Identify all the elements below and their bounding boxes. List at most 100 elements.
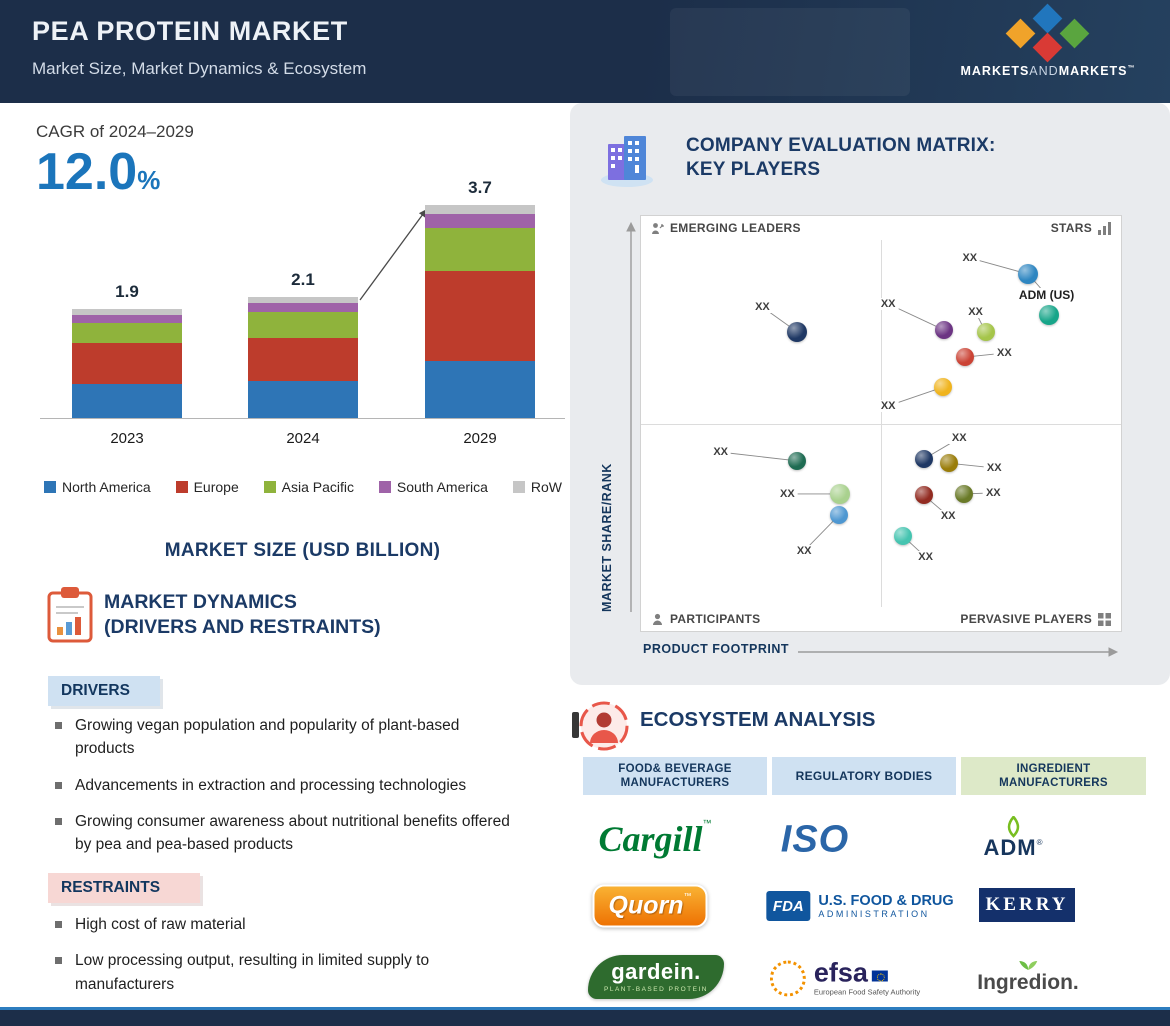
stars-bars-icon: [1098, 221, 1111, 235]
bubble-label: XX: [915, 551, 936, 564]
bar-chart-legend: North America Europe Asia Pacific South Ame…: [44, 479, 562, 495]
matrix-bubble: [933, 378, 952, 397]
bar-segment: [425, 271, 535, 361]
logo-kerry: KERRY: [979, 888, 1075, 922]
company-matrix-chart: EMERGING LEADERS STARS XX XX ADM (US) XX XX X…: [640, 215, 1122, 632]
matrix-bubble: [894, 527, 913, 546]
bar-segment: [248, 380, 358, 418]
bar-segment: [72, 343, 182, 384]
legend-item: South America: [378, 479, 488, 495]
stacked-bar-2024: [248, 297, 358, 418]
matrix-bubble: [787, 322, 808, 343]
bubble-label: XX: [877, 297, 899, 310]
logo-efsa: efsa European Food Safety Authority: [769, 959, 920, 997]
logo-wordmark: MARKETSANDMARKETS™: [960, 64, 1136, 78]
bar-category-label: 2029: [463, 430, 497, 447]
drivers-heading: DRIVERS: [48, 676, 160, 706]
logo-iso: ISO: [780, 818, 850, 861]
ecosystem-title: ECOSYSTEM ANALYSIS: [640, 708, 876, 731]
person-badge-icon: [578, 700, 630, 757]
bar-segment: [248, 337, 358, 381]
logo-cargill: Cargill™: [598, 818, 712, 859]
matrix-bubble: [934, 320, 953, 339]
ecosystem-icon-accent: [572, 712, 579, 738]
page-title: PEA PROTEIN MARKET: [32, 16, 348, 46]
market-dynamics-title: MARKET DYNAMICS (DRIVERS AND RESTRAINTS): [104, 591, 381, 638]
bar-segment: [72, 323, 182, 344]
bar-category-label: 2023: [110, 430, 144, 447]
bubble-label: XX: [937, 509, 959, 522]
page-subtitle: Market Size, Market Dynamics & Ecosystem: [32, 59, 367, 78]
bar-chart-category-axis: 2023 2024 2029: [40, 430, 565, 450]
matrix-bubble: [1018, 264, 1039, 285]
bubble-label: XX: [752, 301, 773, 314]
legend-item: Asia Pacific: [263, 479, 354, 495]
clipboard-chart-icon: [44, 586, 96, 649]
logo-adm: ADM®: [983, 816, 1043, 860]
header-bar: PEA PROTEIN MARKET Market Size, Market D…: [0, 0, 1170, 103]
bubble-label: XX: [965, 305, 986, 318]
adm-leaf-icon: [1007, 816, 1019, 838]
bar-segment: [425, 228, 535, 272]
bubble-label: XX: [959, 251, 981, 264]
legend-item: North America: [44, 479, 151, 495]
ecosystem-column-regulatory: REGULATORY BODIES: [772, 757, 956, 795]
bubble-label: XX: [777, 487, 798, 500]
matrix-title: COMPANY EVALUATION MATRIX: KEY PLAYERS: [686, 135, 996, 180]
bubble-label: XX: [710, 446, 732, 459]
cagr-value: 12.0%: [36, 143, 161, 201]
matrix-bubble: [956, 348, 975, 367]
matrix-bubble: [976, 323, 995, 342]
diamond-orange-icon: [1005, 18, 1036, 49]
x-axis-arrow: [798, 647, 1119, 657]
matrix-bubble: [954, 484, 973, 503]
y-axis-label: MARKET SHARE/RANK: [600, 463, 614, 613]
bar-chart-title: MARKET SIZE (USD BILLION): [164, 540, 441, 561]
bar-segment: [425, 205, 535, 214]
bubble-label: XX: [793, 544, 815, 557]
legend-swatch: [175, 481, 188, 493]
y-axis-arrow: [626, 221, 636, 612]
bar-total-label: 3.7: [468, 178, 492, 198]
matrix-bottom-labels: PARTICIPANTS PERVASIVE PLAYERS: [641, 607, 1121, 631]
diamond-green-icon: [1059, 18, 1090, 49]
matrix-top-labels: EMERGING LEADERS STARS: [641, 216, 1121, 240]
stacked-bar-2029: [425, 205, 535, 418]
bar-segment: [425, 360, 535, 418]
company-label: ADM (US): [1015, 288, 1078, 303]
logo-fda: FDA U.S. FOOD & DRUG ADMINISTRATION: [766, 891, 954, 921]
bar-segment: [72, 308, 182, 315]
drivers-list: Growing vegan population and popularity …: [52, 714, 520, 869]
bubble-label: XX: [994, 347, 1015, 360]
efsa-dotted-circle-icon: [769, 960, 806, 996]
legend-swatch: [44, 481, 56, 493]
matrix-bubble: [914, 450, 933, 469]
diamond-blue-icon: [1032, 3, 1063, 34]
bar-total-label: 2.1: [291, 270, 315, 290]
bullet-item: Advancements in extraction and processin…: [52, 774, 520, 797]
bubble-label: XX: [982, 486, 1004, 499]
ecosystem-column-ingredient: INGREDIENT MANUFACTURERS: [961, 757, 1146, 795]
bar-segment: [72, 314, 182, 324]
bar-category-label: 2024: [286, 430, 320, 447]
matrix-bubble: [939, 454, 958, 473]
matrix-bubble: [830, 505, 849, 524]
footer-bar: [0, 1007, 1170, 1026]
eu-flag-icon: [871, 970, 888, 982]
puzzle-icon: [1098, 612, 1111, 626]
quadrant-divider-horizontal: [641, 423, 1121, 425]
market-size-bar-chart: 1.9 2.1 3.7: [40, 170, 565, 419]
matrix-bubble: [830, 483, 851, 504]
cagr-label: CAGR of 2024–2029: [36, 122, 194, 141]
logo-ingredion: Ingredion.: [977, 955, 1079, 995]
bar-segment: [425, 213, 535, 229]
ecosystem-column-food-beverage: FOOD& BEVERAGE MANUFACTURERS: [583, 757, 767, 795]
stacked-bar-2023: [72, 308, 182, 418]
bar-segment: [72, 383, 182, 418]
bullet-item: Growing vegan population and popularity …: [52, 714, 520, 761]
bullet-item: Growing consumer awareness about nutriti…: [52, 810, 520, 857]
bullet-item: Low processing output, resulting in limi…: [52, 949, 520, 996]
legend-swatch: [263, 481, 276, 493]
restraints-list: High cost of raw material Low processing …: [52, 913, 520, 1009]
